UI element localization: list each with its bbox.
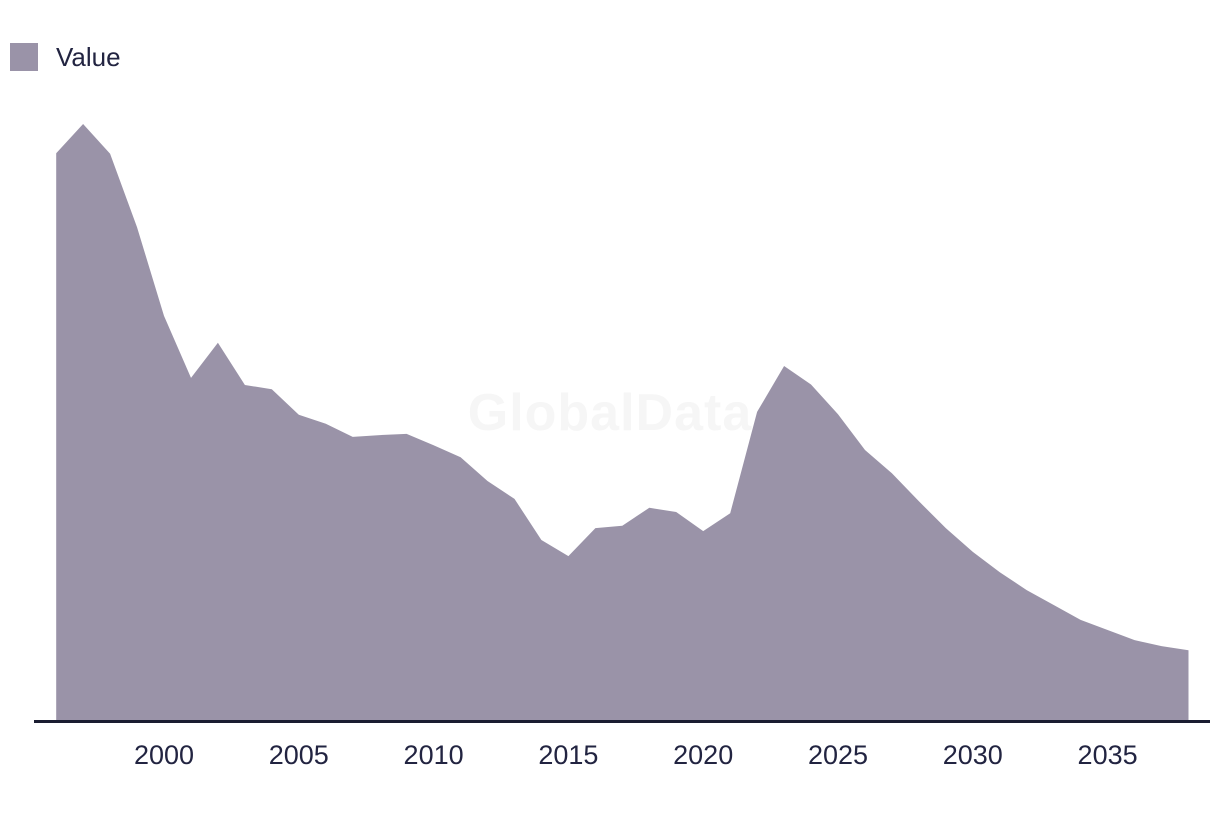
x-axis-label-2015: 2015 xyxy=(538,740,599,770)
x-axis-label-2025: 2025 xyxy=(807,740,869,770)
legend-label: Value xyxy=(56,42,121,72)
x-axis-label-2030: 2030 xyxy=(942,740,1003,770)
x-axis-label-2020: 2020 xyxy=(673,740,734,770)
chart-legend: Value xyxy=(10,43,121,71)
x-axis-label-2035: 2035 xyxy=(1077,740,1138,770)
x-axis-label-2000: 2000 xyxy=(133,740,195,770)
x-axis-label-2005: 2005 xyxy=(268,740,329,770)
legend-item-value[interactable]: Value xyxy=(10,43,121,71)
value-area-series xyxy=(56,124,1189,720)
legend-swatch-icon xyxy=(10,43,38,71)
x-axis-label-2010: 2010 xyxy=(403,740,464,770)
